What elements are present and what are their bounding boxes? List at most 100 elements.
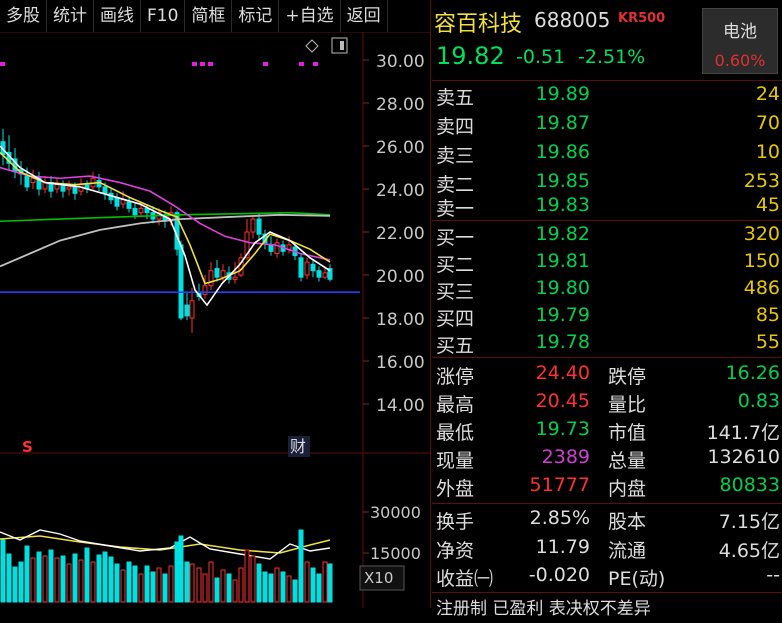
- ask-label: 卖一: [436, 198, 475, 220]
- turnover-value: 2.85%: [529, 507, 590, 529]
- volume-bar: [60, 555, 66, 603]
- price-tick-label: 16.00: [376, 353, 425, 373]
- current-volume-value: 2389: [541, 446, 590, 468]
- marker-cai[interactable]: 财: [290, 437, 306, 456]
- low-label: 最低: [436, 422, 475, 444]
- ask-price: 19.86: [535, 141, 590, 163]
- volume-bar: [268, 573, 274, 603]
- volume-bar: [184, 561, 190, 603]
- divider: [432, 592, 782, 593]
- volume-bar: [24, 545, 30, 603]
- bid-price: 19.78: [535, 331, 590, 353]
- limit-up-label: 涨停: [436, 366, 475, 388]
- fin-row-turnover: 换手 2.85% 股本 7.15亿: [432, 505, 782, 534]
- price-tick-label: 20.00: [376, 267, 425, 287]
- toolbar-multi-stock[interactable]: 多股: [0, 0, 47, 32]
- toolbar-mark[interactable]: 标记: [232, 0, 280, 32]
- candle-body: [274, 242, 280, 254]
- volume-bar: [256, 563, 262, 603]
- volume-bar: [322, 561, 328, 603]
- sector-pct: 0.60%: [714, 51, 766, 70]
- volume-bar: [96, 554, 102, 603]
- signal-marker: [313, 62, 318, 66]
- inner-disc-value: 80833: [719, 474, 780, 496]
- volume-bar: [162, 573, 168, 603]
- bid-row-5[interactable]: 买五 19.78 55: [432, 329, 782, 358]
- volume-bar: [132, 565, 138, 603]
- bid-row-1[interactable]: 买一 19.82 320: [432, 221, 782, 250]
- toolbar-back[interactable]: 返回: [341, 0, 388, 32]
- price-tick-label: 24.00: [376, 181, 425, 201]
- price-tick-label: 26.00: [376, 138, 425, 158]
- market-cap-label: 市值: [608, 422, 647, 444]
- price-tick-label: 14.00: [376, 396, 425, 416]
- sector-box[interactable]: 电池 0.60%: [702, 8, 778, 74]
- sector-name: 电池: [723, 22, 757, 42]
- toolbar-draw-line[interactable]: 画线: [94, 0, 141, 32]
- limit-down-label: 跌停: [608, 366, 647, 388]
- candle-body: [189, 300, 195, 319]
- ask-label: 卖三: [436, 145, 475, 167]
- stat-row-current-vol: 现量 2389 总量 132610: [432, 444, 782, 473]
- diamond-icon[interactable]: [305, 39, 319, 53]
- ask-label: 卖五: [436, 87, 475, 109]
- volume-bar: [114, 563, 120, 603]
- ask-volume: 10: [755, 141, 780, 163]
- volume-bar: [90, 561, 96, 603]
- ask-row-5[interactable]: 卖五 19.89 24: [432, 81, 782, 110]
- candle-body: [304, 261, 310, 276]
- candle-body: [54, 184, 60, 190]
- kline-chart-area[interactable]: 30.00 28.00 26.00 24.00 22.00 20.00 18.00 16.00…: [0, 31, 430, 608]
- volume-bar: [54, 557, 60, 603]
- volume-bar: [316, 573, 322, 603]
- volume-tick-label: 15000: [370, 544, 421, 563]
- candle-body: [132, 207, 138, 216]
- toolbar-f10[interactable]: F10: [141, 0, 186, 32]
- toolbar-simple-frame[interactable]: 简框: [185, 0, 233, 32]
- volume-bar: [168, 565, 174, 603]
- ask-row-1[interactable]: 卖一 19.83 45: [432, 192, 782, 221]
- ask-price: 19.85: [535, 170, 590, 192]
- ma60-line: [0, 211, 331, 223]
- bid-row-3[interactable]: 买三 19.80 486: [432, 275, 782, 304]
- candle-body: [232, 276, 238, 280]
- volume-bar: [226, 573, 232, 603]
- outer-disc-label: 外盘: [436, 478, 475, 500]
- volume-bar: [120, 569, 126, 603]
- candle-body: [102, 186, 108, 194]
- volume-bar: [66, 563, 72, 603]
- divider: [432, 220, 782, 221]
- volume-bar: [274, 567, 280, 603]
- price-change: -0.51: [516, 46, 566, 68]
- share-capital-value: 7.15亿: [718, 511, 780, 533]
- ask-price: 19.89: [535, 83, 590, 105]
- volume-bar: [150, 571, 156, 603]
- candle-body: [178, 244, 184, 319]
- bid-label: 买四: [436, 308, 475, 330]
- kline-chart-svg[interactable]: 30.00 28.00 26.00 24.00 22.00 20.00 18.00 16.00…: [0, 31, 430, 608]
- stock-name: 容百科技: [434, 12, 523, 37]
- ask-row-2[interactable]: 卖二 19.85 253: [432, 168, 782, 197]
- volume-bar: [189, 563, 195, 603]
- marker-s[interactable]: S: [22, 438, 33, 456]
- window-icon[interactable]: [331, 37, 348, 54]
- volume-bar: [6, 553, 12, 603]
- volume-bar: [250, 555, 256, 603]
- ask-row-3[interactable]: 卖三 19.86 10: [432, 139, 782, 168]
- volume-bar: [196, 567, 202, 603]
- net-asset-label: 净资: [436, 540, 475, 562]
- float-shares-label: 流通: [608, 540, 647, 562]
- volume-bar: [30, 557, 36, 603]
- candle-body: [310, 263, 316, 272]
- volume-unit: X10: [364, 569, 393, 587]
- bid-row-4[interactable]: 买四 19.79 85: [432, 302, 782, 331]
- ask-volume: 70: [755, 112, 780, 134]
- candle-body: [66, 186, 72, 190]
- bid-row-2[interactable]: 买二 19.81 150: [432, 248, 782, 277]
- candle-body: [322, 272, 328, 278]
- toolbar-add-watchlist[interactable]: +自选: [279, 0, 341, 32]
- float-shares-value: 4.65亿: [718, 540, 780, 562]
- ask-volume: 45: [755, 194, 780, 216]
- toolbar-statistics[interactable]: 统计: [47, 0, 94, 32]
- ask-row-4[interactable]: 卖四 19.87 70: [432, 110, 782, 139]
